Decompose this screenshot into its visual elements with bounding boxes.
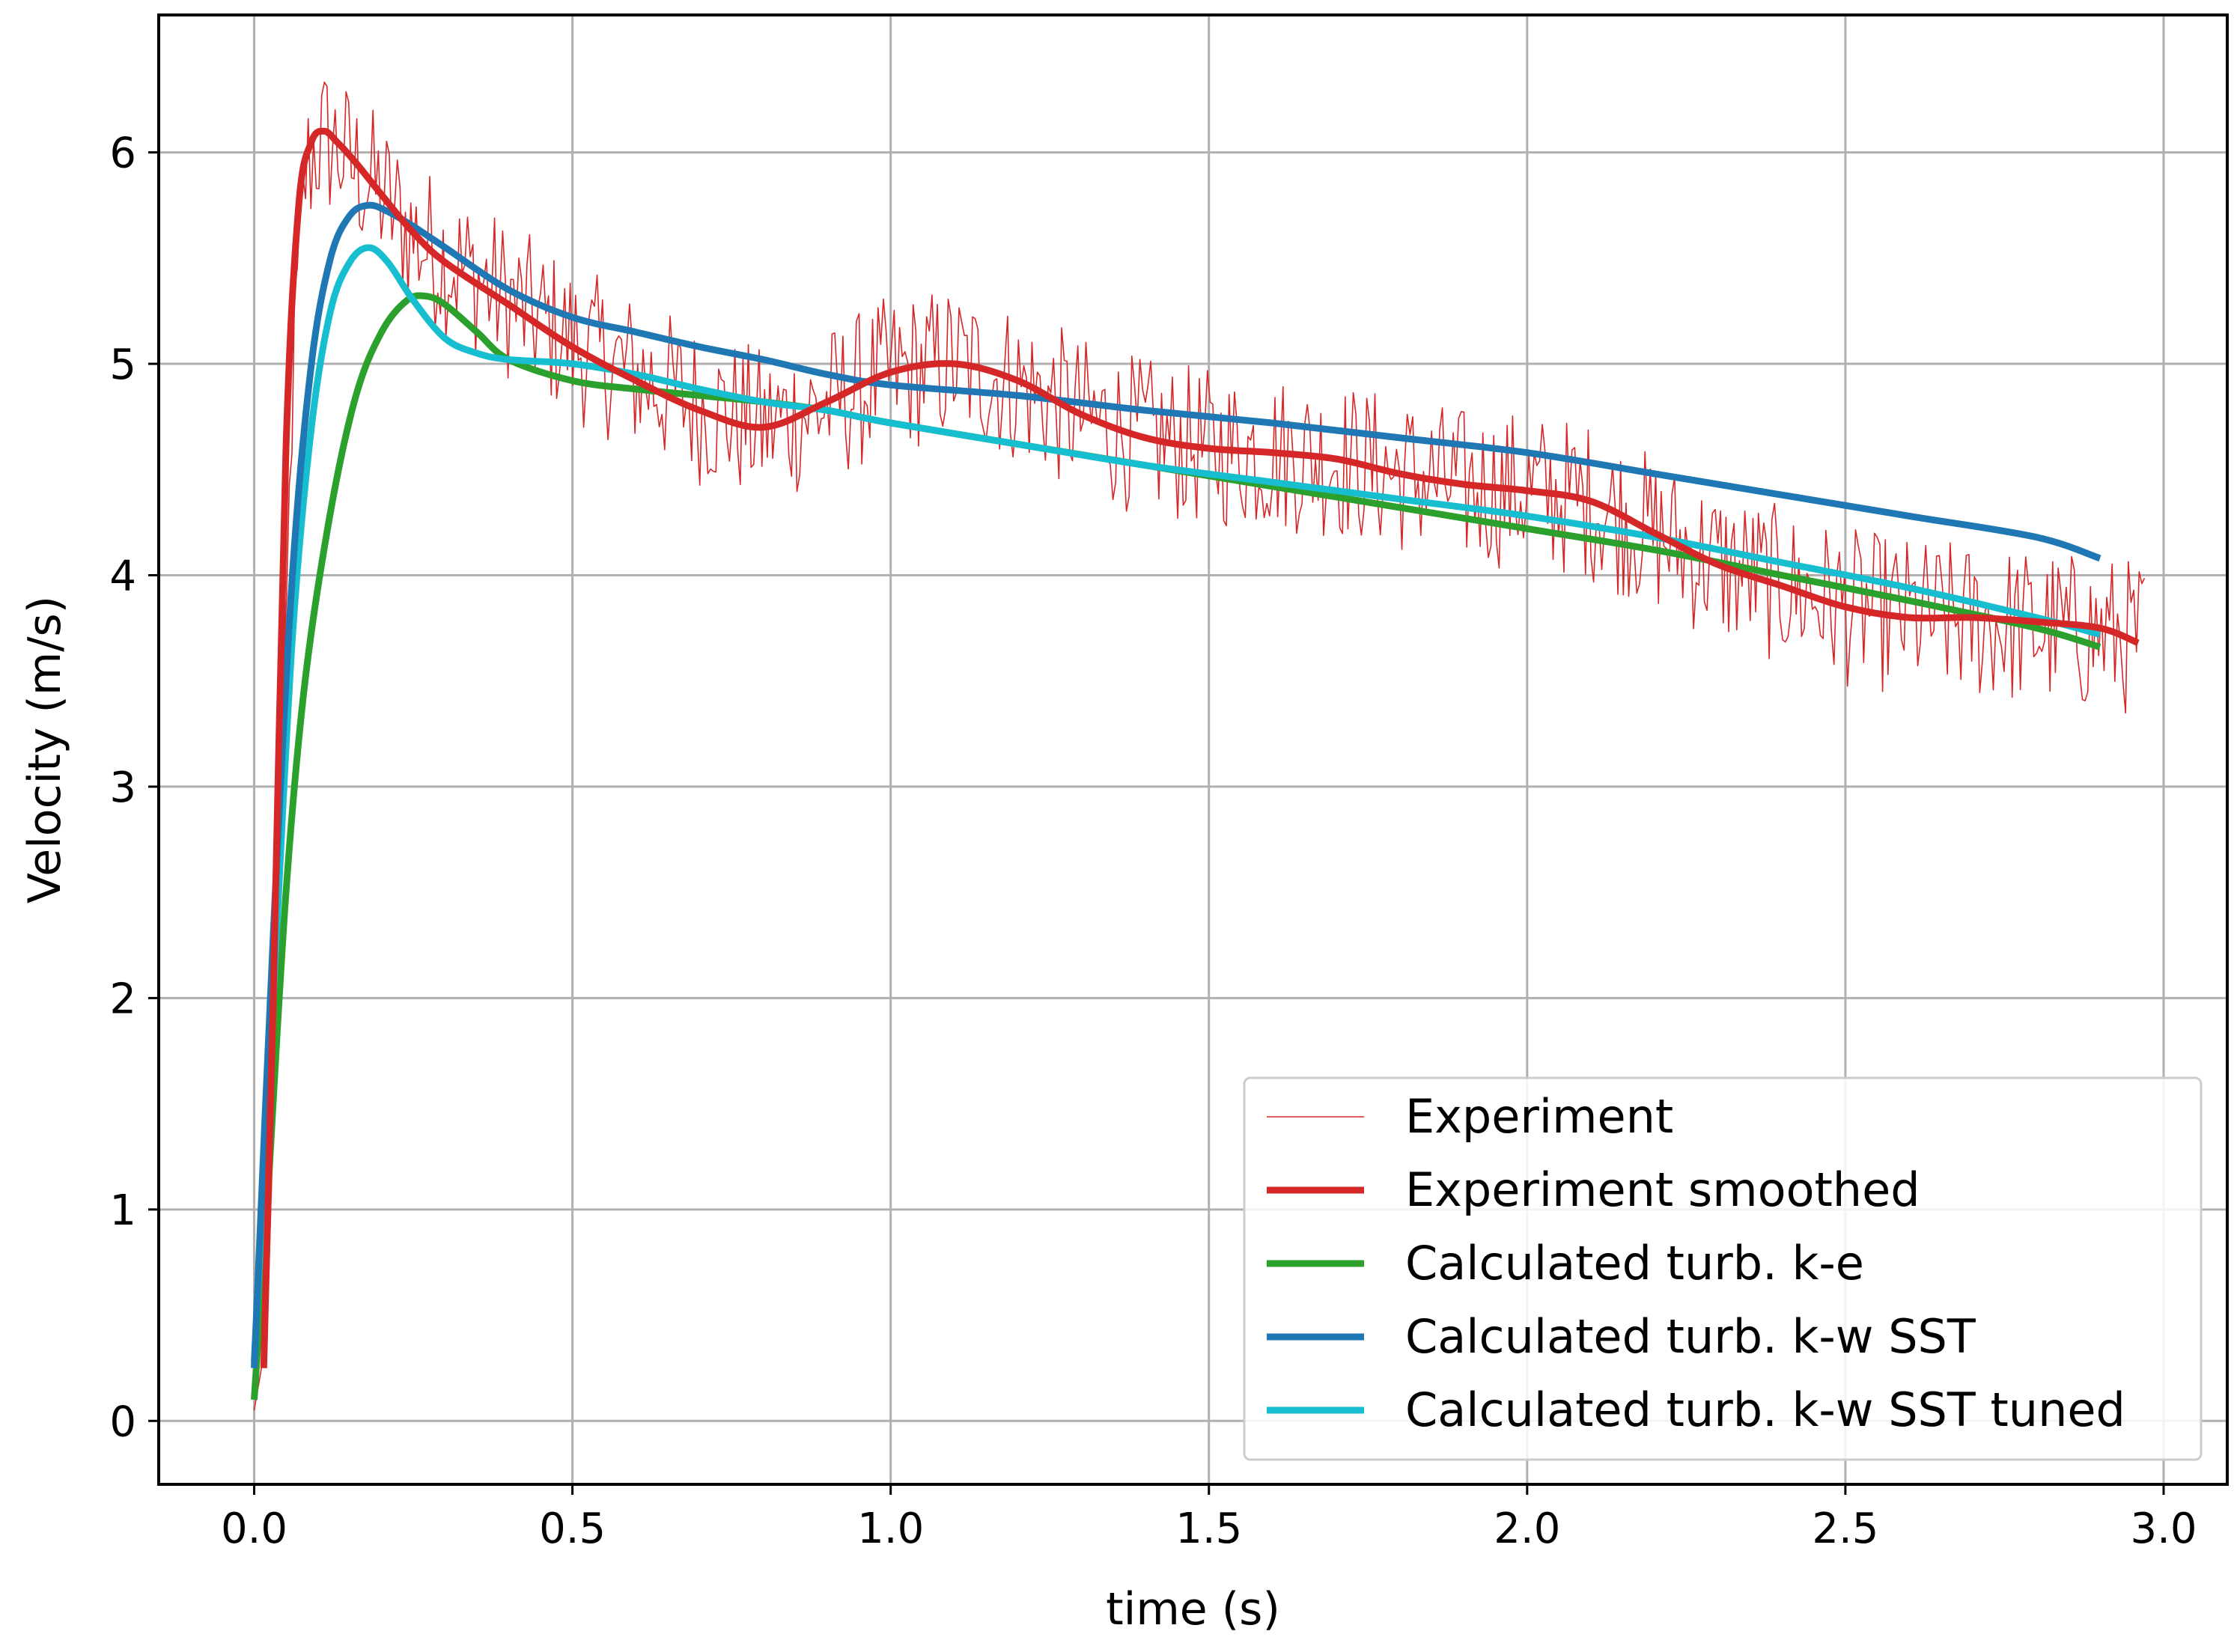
legend: Experiment Experiment smoothed Calculated … xyxy=(1243,1076,2203,1461)
x-tick-label: 3.0 xyxy=(2130,1505,2197,1553)
legend-box xyxy=(1243,1076,2203,1461)
y-tick-label: 5 xyxy=(109,341,136,389)
legend-label: Calculated turb. k-w SST tuned xyxy=(1405,1383,2125,1437)
y-tick-label: 2 xyxy=(109,975,136,1023)
series-line-calculated-turb-k-w-sst-tuned xyxy=(251,244,2101,1362)
legend-label: Experiment xyxy=(1405,1089,1673,1144)
x-tick-label: 0.0 xyxy=(221,1505,287,1553)
x-tick-label: 2.5 xyxy=(1812,1505,1878,1553)
series-line-calculated-turb-k-e xyxy=(251,292,2101,1400)
series-line-calculated-turb-k-w-sst xyxy=(251,201,2101,1368)
series-line-experiment-smoothed xyxy=(260,127,2140,1368)
ticks: 0.0 0.5 1.0 1.5 2.0 2.5 3.0 0 1 2 3 4 5 6 xyxy=(109,129,2197,1553)
x-tick-label: 1.5 xyxy=(1175,1505,1242,1553)
x-tick-label: 2.0 xyxy=(1494,1505,1560,1553)
y-axis-label: Velocity (m/s) xyxy=(19,596,71,903)
legend-label: Calculated turb. k-w SST xyxy=(1405,1309,1976,1364)
y-tick-label: 0 xyxy=(109,1398,136,1446)
legend-label: Calculated turb. k-e xyxy=(1405,1236,1864,1290)
grid xyxy=(159,15,2227,1484)
y-tick-label: 4 xyxy=(109,552,136,600)
y-tick-label: 3 xyxy=(109,763,136,812)
x-axis-label: time (s) xyxy=(1106,1583,1280,1636)
series-layer xyxy=(251,82,2146,1411)
x-tick-label: 1.0 xyxy=(857,1505,924,1553)
y-tick-label: 6 xyxy=(109,129,136,178)
legend-label: Experiment smoothed xyxy=(1405,1162,1920,1217)
y-tick-label: 1 xyxy=(109,1186,136,1235)
plot-frame xyxy=(157,13,2229,1486)
x-tick-label: 0.5 xyxy=(539,1505,606,1553)
